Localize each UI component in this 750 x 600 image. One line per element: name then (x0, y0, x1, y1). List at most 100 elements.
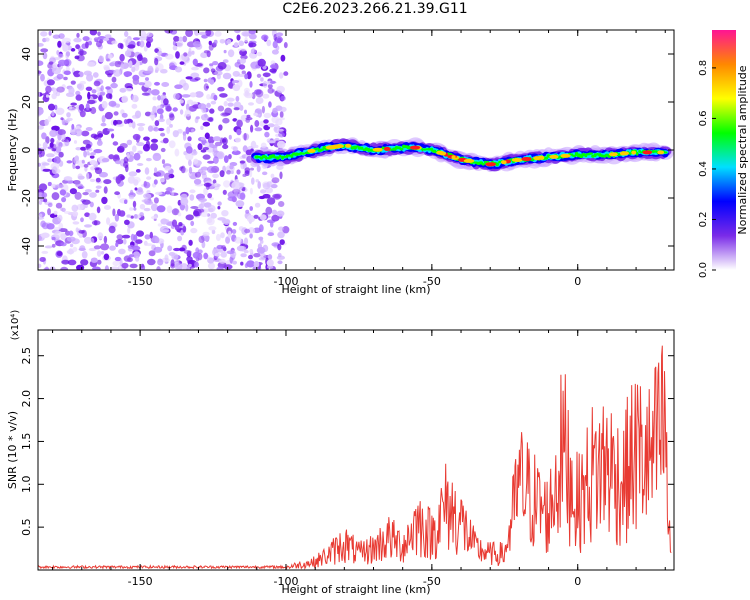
heatmap-noise-cell (74, 128, 83, 137)
heatmap-noise-cell (188, 166, 193, 174)
heatmap-noise-cell (156, 170, 165, 177)
heatmap-noise-cell (185, 203, 189, 212)
heatmap-noise-cell (192, 251, 201, 259)
heatmap-noise-cell (129, 263, 138, 269)
heatmap-noise-cell (55, 107, 65, 116)
heatmap-noise-cell (78, 104, 85, 111)
heatmap-noise-cell (220, 112, 230, 117)
heatmap-noise-cell (139, 203, 146, 210)
heatmap-noise-cell (154, 120, 160, 127)
heatmap-noise-cell (60, 117, 64, 121)
heatmap-noise-cell (52, 62, 58, 69)
heatmap-signal-cell (261, 154, 266, 159)
heatmap-noise-cell (57, 129, 66, 136)
heatmap-noise-cell (79, 110, 86, 118)
heatmap-noise-cell (69, 243, 74, 248)
y-tick-label: 2.5 (20, 347, 33, 365)
heatmap-noise-cell (114, 214, 120, 222)
heatmap-noise-cell (235, 95, 240, 102)
heatmap-noise-cell (79, 245, 86, 251)
heatmap-noise-cell (132, 200, 137, 208)
heatmap-noise-cell (135, 169, 141, 173)
heatmap-noise-cell (143, 136, 150, 141)
heatmap-noise-cell (55, 202, 63, 209)
heatmap-noise-cell (123, 156, 129, 164)
heatmap-noise-cell (51, 192, 60, 201)
heatmap-noise-cell (86, 172, 90, 180)
heatmap-noise-cell (93, 80, 101, 87)
heatmap-noise-cell (51, 183, 57, 188)
heatmap-noise-cell (255, 96, 264, 105)
heatmap-noise-cell (153, 179, 158, 185)
heatmap-signal-cell (421, 148, 424, 151)
heatmap-noise-cell (134, 63, 140, 71)
heatmap-noise-cell (227, 102, 234, 107)
heatmap-noise-cell (104, 205, 111, 210)
heatmap-noise-cell (110, 82, 118, 89)
heatmap-noise-cell (208, 40, 212, 46)
heatmap-noise-cell (173, 247, 181, 252)
heatmap-noise-cell (38, 200, 43, 205)
heatmap-noise-cell (66, 236, 76, 242)
heatmap-noise-cell (206, 102, 211, 108)
heatmap-noise-cell (88, 247, 97, 252)
heatmap-noise-cell (212, 136, 222, 142)
heatmap-noise-cell (42, 52, 48, 60)
heatmap-noise-cell (217, 206, 221, 210)
heatmap-noise-cell (228, 134, 232, 140)
heatmap-noise-cell (133, 152, 141, 161)
heatmap-peak-cell (549, 154, 559, 159)
heatmap-noise-cell (280, 95, 286, 101)
heatmap-noise-cell (126, 139, 133, 146)
heatmap-noise-cell (185, 30, 193, 37)
heatmap-noise-cell (121, 262, 129, 269)
heatmap-noise-cell (76, 83, 82, 89)
heatmap-noise-cell (222, 59, 229, 63)
heatmap-noise-cell (68, 86, 75, 95)
heatmap-noise-cell (58, 228, 68, 233)
heatmap-noise-cell (44, 37, 50, 42)
heatmap-noise-cell (231, 229, 237, 234)
heatmap-noise-cell (46, 79, 55, 86)
heatmap-peak-cell (451, 155, 456, 160)
heatmap-noise-cell (71, 123, 75, 130)
heatmap-noise-cell (219, 258, 226, 264)
heatmap-noise-cell (185, 103, 190, 111)
heatmap-noise-cell (121, 112, 128, 118)
heatmap-noise-cell (41, 250, 49, 254)
heatmap-noise-cell (180, 165, 186, 174)
heatmap-noise-cell (232, 221, 238, 226)
heatmap-noise-cell (135, 239, 143, 245)
heatmap-noise-cell (127, 176, 135, 184)
heatmap-noise-cell (96, 130, 103, 139)
heatmap-noise-cell (188, 159, 192, 167)
heatmap-noise-cell (235, 200, 245, 208)
heatmap-noise-cell (233, 42, 239, 48)
heatmap-noise-cell (203, 67, 210, 74)
heatmap-peak-cell (372, 147, 383, 152)
heatmap-noise-cell (81, 159, 85, 164)
heatmap-noise-cell (81, 251, 88, 259)
heatmap-noise-cell (89, 178, 96, 183)
heatmap-noise-cell (193, 178, 202, 185)
heatmap-noise-cell (203, 78, 208, 83)
heatmap-noise-cell (146, 32, 153, 38)
heatmap-signal-cell (588, 152, 593, 155)
heatmap-noise-cell (256, 73, 262, 78)
heatmap-noise-cell (83, 164, 89, 168)
heatmap-noise-cell (74, 191, 82, 200)
heatmap-noise-cell (54, 104, 58, 111)
heatmap-noise-cell (203, 83, 209, 91)
heatmap-noise-cell (57, 40, 62, 48)
heatmap-noise-cell (180, 197, 189, 206)
heatmap-noise-cell (185, 153, 194, 161)
heatmap-noise-cell (72, 211, 79, 217)
heatmap-noise-cell (85, 86, 93, 92)
heatmap-noise-cell (151, 89, 160, 96)
heatmap-noise-cell (140, 263, 145, 268)
heatmap-noise-cell (249, 81, 253, 88)
heatmap-noise-cell (121, 95, 129, 104)
heatmap-noise-cell (248, 254, 253, 260)
heatmap-noise-cell (272, 40, 278, 49)
